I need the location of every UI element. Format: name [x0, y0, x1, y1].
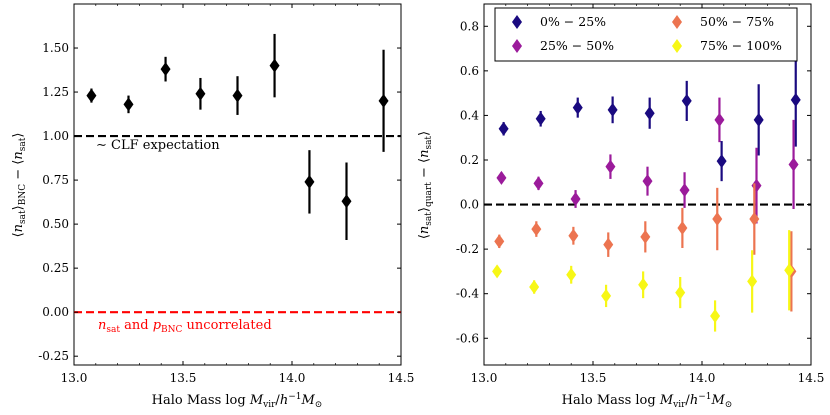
left-x-tick-label: 14.0	[279, 371, 306, 385]
left-series-point	[269, 58, 280, 73]
series-3-point	[638, 277, 649, 292]
left-data-markers	[86, 33, 389, 240]
series-2-point	[494, 234, 505, 249]
series-1-point	[714, 112, 725, 127]
legend: 0% − 25% 25% − 50% 50% − 75% 75% − 100%	[494, 7, 798, 62]
series-0-point	[644, 106, 655, 121]
series-2-point	[749, 212, 760, 227]
left-panel: 13.0 13.5 14.0 14.5 -0.25 0.00 0.25 0.50 0.75 1.0…	[11, 3, 414, 410]
series-3-point	[784, 263, 795, 278]
right-y-axis-label: ⟨nsat⟩quart − ⟨nsat⟩	[417, 131, 434, 239]
right-y-tick-label: 0.4	[460, 108, 479, 122]
series-0-point	[753, 112, 764, 127]
left-x-tick-label: 14.5	[388, 371, 415, 385]
right-x-axis-label: Halo Mass log Mvir/h−1M⊙	[562, 392, 733, 410]
series-3-point	[747, 274, 758, 289]
series-1-point	[570, 191, 581, 206]
right-axis-ticks: 13.0 13.5 14.0 14.5 -0.6 -0.4 -0.2 0.0 0.2 0.4 0.6…	[456, 4, 825, 385]
series-0-point	[716, 154, 727, 169]
series-3-point	[675, 285, 686, 300]
left-series-point	[378, 93, 389, 108]
legend-marker-1	[512, 39, 522, 53]
left-y-axis-label: ⟨nsat⟩BNC − ⟨nsat⟩	[11, 133, 28, 238]
left-series-point	[232, 88, 243, 103]
right-data-markers	[492, 53, 801, 332]
clf-expectation-annotation: ∼ CLF expectation	[96, 138, 220, 153]
right-x-tick-label: 14.5	[798, 371, 825, 385]
right-plot-frame	[483, 3, 812, 366]
left-y-tick-label: 0.75	[42, 173, 69, 187]
left-y-tick-label: 1.50	[42, 41, 69, 55]
left-y-tick-label: -0.25	[38, 349, 69, 363]
legend-marker-2	[672, 15, 682, 29]
series-0-point	[681, 93, 692, 108]
left-series-point	[304, 174, 315, 189]
left-x-tick-label: 13.5	[170, 371, 197, 385]
legend-label-3: 75% − 100%	[700, 38, 782, 53]
legend-label-2: 50% − 75%	[700, 14, 774, 29]
series-0-point	[790, 92, 801, 107]
right-y-tick-label: -0.6	[456, 331, 479, 345]
series-1-point	[496, 170, 507, 185]
series-0-point	[535, 111, 546, 126]
series-2-point	[640, 229, 651, 244]
series-0-point	[572, 100, 583, 115]
uncorrelated-annotation: nsat and pBNC uncorrelated	[98, 318, 272, 335]
right-panel: 13.0 13.5 14.0 14.5 -0.6 -0.4 -0.2 0.0 0.2 0.4 0.6…	[417, 3, 825, 410]
series-2-point	[568, 228, 579, 243]
right-y-tick-label: -0.2	[456, 242, 479, 256]
series-2-point	[531, 222, 542, 237]
left-y-tick-label: 1.00	[42, 129, 69, 143]
series-0-point	[607, 102, 618, 117]
series-1-point	[533, 176, 544, 191]
legend-label-0: 0% − 25%	[540, 14, 606, 29]
legend-label-1: 25% − 50%	[540, 38, 614, 53]
left-y-tick-label: 0.50	[42, 217, 69, 231]
series-2-point	[712, 212, 723, 227]
left-axis-ticks: 13.0 13.5 14.0 14.5 -0.25 0.00 0.25 0.50 0.75 1.0…	[38, 4, 414, 385]
left-x-axis-label: Halo Mass log Mvir/h−1M⊙	[152, 392, 323, 410]
left-plot-frame	[73, 3, 402, 366]
left-series-point	[123, 97, 134, 112]
right-y-tick-label: 0.0	[460, 198, 479, 212]
left-y-tick-label: 1.25	[42, 85, 69, 99]
right-y-tick-label: 0.6	[460, 64, 479, 78]
series-1-point	[642, 174, 653, 189]
legend-marker-3	[672, 39, 682, 53]
series-3-point	[529, 280, 540, 295]
left-series-point	[341, 194, 352, 209]
series-3-point	[492, 264, 503, 279]
right-y-tick-label: -0.4	[456, 287, 480, 301]
left-series-point	[160, 62, 171, 77]
right-x-tick-label: 13.5	[580, 371, 607, 385]
left-series-point	[86, 88, 97, 103]
left-y-tick-label: 0.00	[42, 305, 69, 319]
series-1-point	[788, 157, 799, 172]
series-1-point	[679, 183, 690, 198]
left-x-tick-label: 13.0	[61, 371, 88, 385]
series-1-point	[751, 178, 762, 193]
series-0-point	[498, 121, 509, 136]
series-2-point	[603, 237, 614, 252]
series-3-point	[710, 308, 721, 323]
right-x-tick-label: 14.0	[689, 371, 716, 385]
series-3-point	[566, 267, 577, 282]
series-3-point	[601, 288, 612, 303]
right-y-tick-label: 0.2	[460, 153, 479, 167]
legend-box	[494, 7, 798, 62]
series-2-point	[677, 220, 688, 235]
legend-marker-0	[512, 15, 522, 29]
left-y-tick-label: 0.25	[42, 261, 69, 275]
right-y-tick-label: 0.8	[460, 19, 479, 33]
left-reference-lines	[74, 134, 401, 314]
series-1-point	[605, 159, 616, 174]
left-series-point	[195, 86, 206, 101]
right-x-tick-label: 13.0	[471, 371, 498, 385]
